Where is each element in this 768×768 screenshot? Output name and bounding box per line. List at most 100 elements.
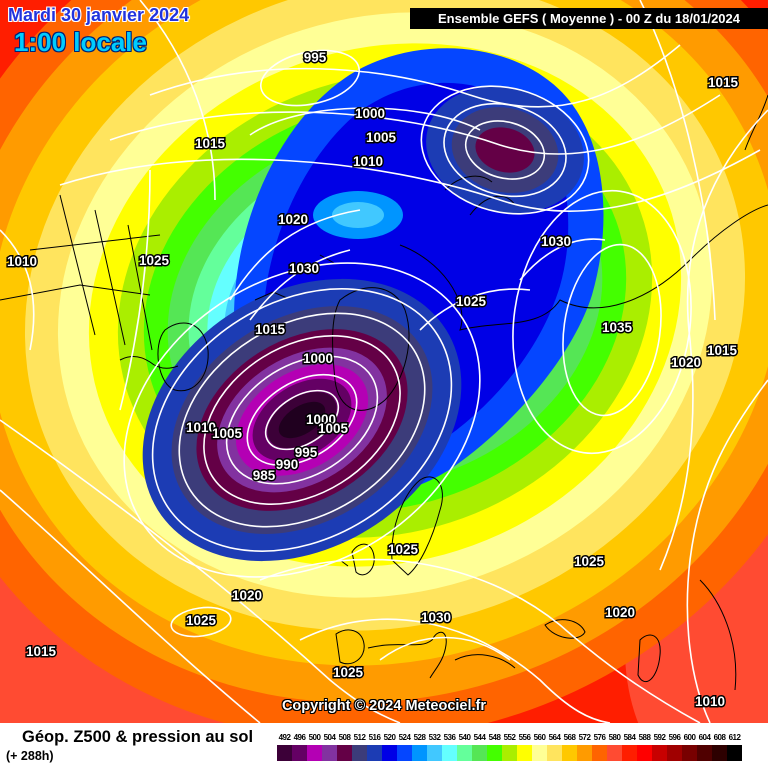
colorbar-cell: 548	[487, 732, 502, 761]
colorbar-value: 500	[308, 733, 321, 742]
colorbar-swatch	[472, 745, 487, 761]
isobar-label: 1020	[232, 588, 262, 603]
isobar-label: 1015	[195, 136, 226, 151]
colorbar-cell: 584	[622, 732, 637, 761]
isobar-label: 1005	[212, 426, 243, 441]
colorbar-cell: 576	[592, 732, 607, 761]
colorbar-swatch	[457, 745, 472, 761]
colorbar-swatch	[352, 745, 367, 761]
colorbar-cell: 540	[457, 732, 472, 761]
colorbar-cell: 500	[307, 732, 322, 761]
isobar-label: 990	[276, 457, 299, 472]
colorbar-value: 604	[698, 733, 711, 742]
colorbar-swatch	[442, 745, 457, 761]
isobar-label: 985	[253, 468, 276, 483]
colorbar-value: 608	[713, 733, 726, 742]
colorbar-cell: 604	[697, 732, 712, 761]
isobar-label: 1030	[289, 261, 319, 276]
colorbar-value: 580	[608, 733, 621, 742]
legend-bar: Géop. Z500 & pression au sol (+ 288h) 49…	[0, 723, 768, 768]
colorbar-swatch	[337, 745, 352, 761]
colorbar-value: 520	[383, 733, 396, 742]
colorbar-swatch	[277, 745, 292, 761]
colorbar-swatch	[322, 745, 337, 761]
isobar-label: 1025	[139, 253, 170, 268]
colorbar-swatch	[622, 745, 637, 761]
isobar-label: 1005	[366, 130, 397, 145]
colorbar-cell: 556	[517, 732, 532, 761]
isobar-label: 1025	[388, 542, 419, 557]
colorbar-value: 556	[518, 733, 531, 742]
colorbar-cell: 496	[292, 732, 307, 761]
colorbar-swatch	[367, 745, 382, 761]
colorbar-swatch	[592, 745, 607, 761]
colorbar-cell: 532	[427, 732, 442, 761]
colorbar-swatch	[607, 745, 622, 761]
isobar-label: 1010	[353, 154, 383, 169]
isobar-label: 1015	[707, 343, 738, 358]
deep-low-rings	[142, 278, 462, 562]
colorbar-value: 516	[368, 733, 381, 742]
colorbar-value: 576	[593, 733, 606, 742]
colorbar: 492 496 500 504 508 512 516 520 524 528 532 536 540 5…	[277, 732, 742, 761]
colorbar-cell: 596	[667, 732, 682, 761]
isobar-label: 1000	[355, 106, 385, 121]
weather-map-svg: 9951000100510101015102010301025103010351…	[0, 0, 768, 723]
isobar-label: 1025	[574, 554, 605, 569]
colorbar-value: 572	[578, 733, 591, 742]
colorbar-value: 508	[338, 733, 351, 742]
isobar-label: 995	[304, 50, 327, 65]
colorbar-value: 592	[653, 733, 666, 742]
colorbar-value: 532	[428, 733, 441, 742]
isobar-labels: 9951000100510101015102010301025103010351…	[5, 49, 740, 711]
colorbar-value: 548	[488, 733, 501, 742]
colorbar-swatch	[667, 745, 682, 761]
colorbar-cell: 512	[352, 732, 367, 761]
isobar-label: 1015	[255, 322, 286, 337]
valid-date: Mardi 30 janvier 2024	[8, 5, 190, 25]
isobar-label: 1025	[333, 665, 364, 680]
colorbar-cell: 588	[637, 732, 652, 761]
isobar-label: 1020	[605, 605, 635, 620]
colorbar-cell: 572	[577, 732, 592, 761]
colorbar-value: 568	[563, 733, 576, 742]
colorbar-value: 600	[683, 733, 696, 742]
colorbar-swatch	[562, 745, 577, 761]
colorbar-value: 492	[278, 733, 291, 742]
colorbar-swatch	[682, 745, 697, 761]
colorbar-value: 540	[458, 733, 471, 742]
isobar-label: 995	[295, 445, 318, 460]
colorbar-swatch	[397, 745, 412, 761]
valid-time-box: Mardi 30 janvier 2024 1:00 locale	[8, 5, 189, 58]
colorbar-swatch	[427, 745, 442, 761]
colorbar-cell: 608	[712, 732, 727, 761]
colorbar-cell: 564	[547, 732, 562, 761]
copyright-text: Copyright © 2024 Meteociel.fr	[281, 698, 487, 714]
colorbar-cell: 560	[532, 732, 547, 761]
colorbar-swatch	[697, 745, 712, 761]
isobar-label: 1030	[421, 610, 451, 625]
colorbar-value: 596	[668, 733, 681, 742]
isobar-label: 1025	[456, 294, 487, 309]
isobar-label: 1020	[278, 212, 308, 227]
isobar-label: 1030	[541, 234, 571, 249]
colorbar-swatch	[487, 745, 502, 761]
colorbar-value: 524	[398, 733, 411, 742]
colorbar-value: 536	[443, 733, 456, 742]
isobar-label: 1010	[186, 420, 216, 435]
colorbar-cell: 536	[442, 732, 457, 761]
colorbar-value: 512	[353, 733, 366, 742]
colorbar-cell: 508	[337, 732, 352, 761]
colorbar-value: 528	[413, 733, 426, 742]
kara-low-rings	[426, 86, 584, 214]
isobar-label: 1015	[708, 75, 739, 90]
colorbar-cell: 568	[562, 732, 577, 761]
colorbar-swatch	[712, 745, 727, 761]
valid-time: 1:00 locale	[14, 27, 147, 57]
colorbar-value: 584	[623, 733, 636, 742]
colorbar-swatch	[637, 745, 652, 761]
colorbar-cell: 528	[412, 732, 427, 761]
isobar-label: 1035	[602, 320, 633, 335]
colorbar-swatch	[517, 745, 532, 761]
